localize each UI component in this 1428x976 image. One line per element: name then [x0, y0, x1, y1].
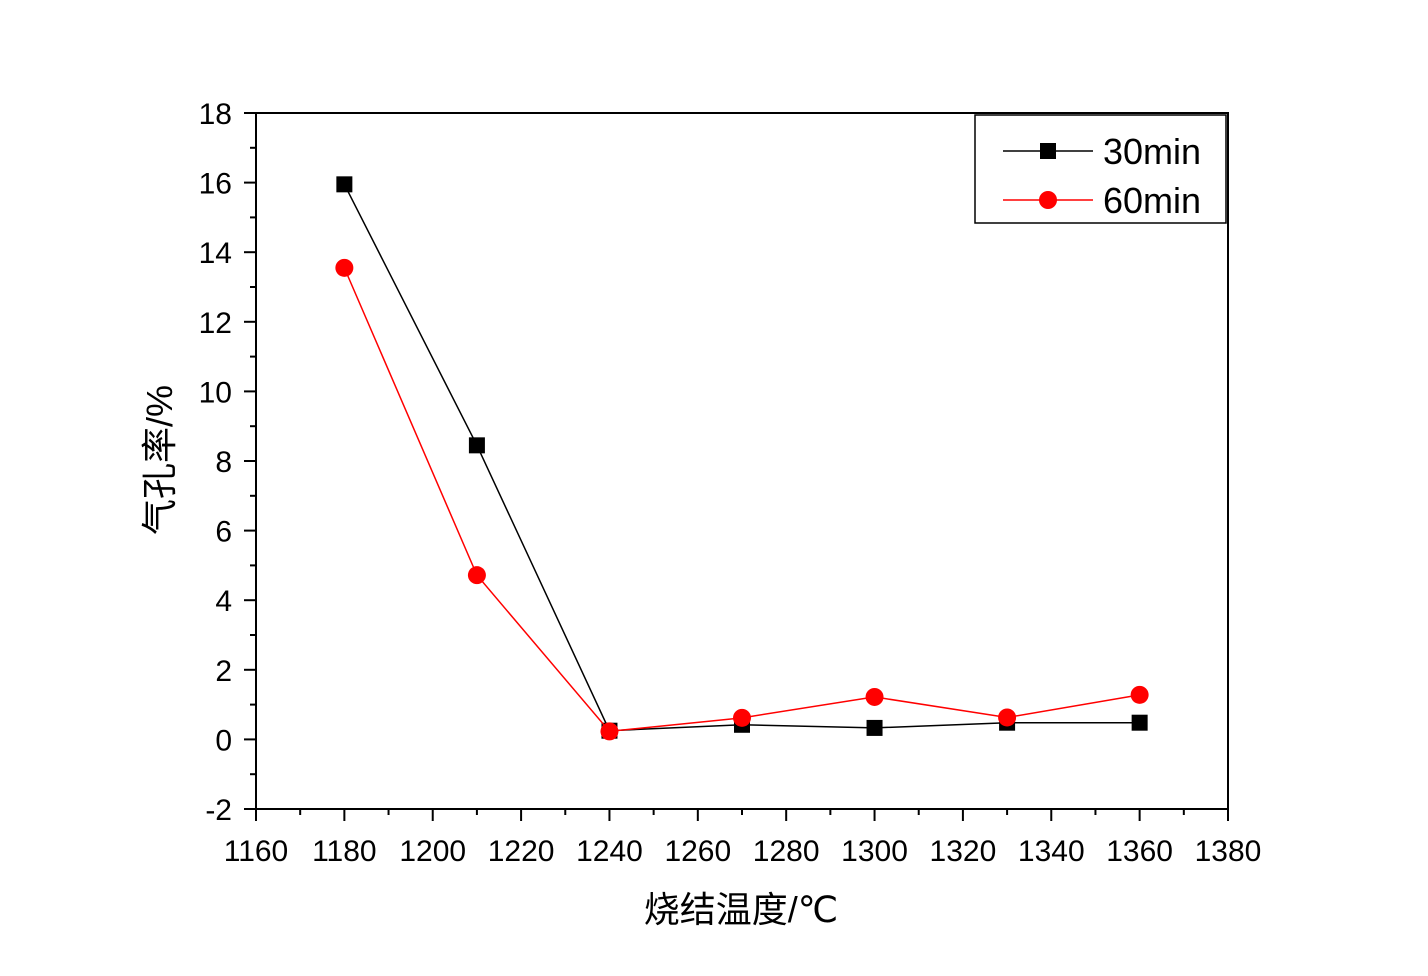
y-tick-label: 6 — [215, 516, 232, 549]
x-tick-label: 1220 — [488, 835, 555, 868]
y-tick-label: 4 — [215, 585, 232, 618]
legend-entry-30min: 30min — [1003, 131, 1201, 172]
y-tick-label: 16 — [199, 168, 232, 201]
y-tick-label: 12 — [199, 307, 232, 340]
x-tick-label: 1320 — [930, 835, 997, 868]
series-60min — [335, 258, 1149, 741]
x-axis-title: 烧结温度/℃ — [644, 889, 838, 930]
legend: 30min 60min — [974, 114, 1227, 224]
data-point-circle — [1130, 685, 1149, 704]
data-point-square — [336, 176, 353, 193]
x-tick-label: 1360 — [1106, 835, 1173, 868]
legend-marker-circle — [1039, 191, 1057, 209]
x-tick-label: 1240 — [576, 835, 643, 868]
y-tick-label: 18 — [199, 98, 232, 131]
y-tick-label: 10 — [199, 376, 232, 409]
y-axis-title: 气孔率/% — [139, 385, 180, 535]
x-tick-label: 1300 — [841, 835, 908, 868]
axes: 1160 1180 1200 1220 1240 1260 1280 1300 1320 1340… — [199, 98, 1262, 868]
x-tick-label: 1200 — [399, 835, 466, 868]
data-point-square — [468, 437, 485, 454]
legend-label: 60min — [1103, 180, 1201, 221]
y-tick-label: 8 — [215, 446, 232, 479]
x-tick-label: 1380 — [1195, 835, 1262, 868]
x-tick-label: 1280 — [753, 835, 820, 868]
y-tick-label: 2 — [215, 655, 232, 688]
legend-marker-square — [1040, 143, 1056, 159]
data-point-circle — [467, 566, 486, 585]
legend-label: 30min — [1103, 131, 1201, 172]
data-point-circle — [865, 687, 884, 706]
series-line — [343, 184, 1140, 732]
data-point-square — [866, 719, 883, 736]
x-tick-label: 1260 — [664, 835, 731, 868]
y-tick-label: 14 — [199, 237, 232, 270]
legend-entry-60min: 60min — [1003, 180, 1201, 221]
legend-box — [974, 114, 1227, 224]
series-layer — [335, 176, 1149, 741]
x-tick-label: 1180 — [312, 835, 377, 868]
data-point-square — [1131, 714, 1148, 731]
series-line — [343, 267, 1140, 733]
x-tick-label: 1340 — [1018, 835, 1085, 868]
data-point-circle — [998, 708, 1017, 727]
y-tick-label: -2 — [205, 794, 232, 827]
y-tick-label: 0 — [215, 724, 232, 757]
series-30min — [336, 176, 1148, 739]
data-point-circle — [733, 708, 751, 727]
x-tick-label: 1160 — [224, 835, 289, 868]
data-point-circle — [335, 258, 354, 277]
data-point-circle — [600, 722, 619, 741]
